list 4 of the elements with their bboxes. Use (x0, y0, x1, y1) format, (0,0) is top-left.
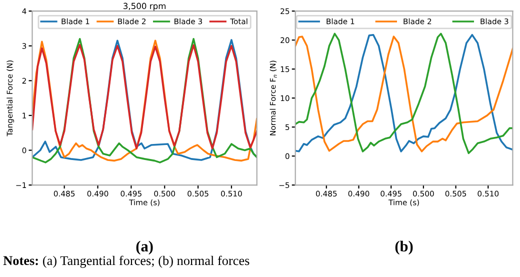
chart-title: 3,500 rpm (124, 2, 166, 11)
text: Notes: (a) Tangential forces; (b) normal forces (3, 256, 250, 268)
text: (a) (136, 240, 153, 255)
text: (b) (395, 240, 413, 255)
